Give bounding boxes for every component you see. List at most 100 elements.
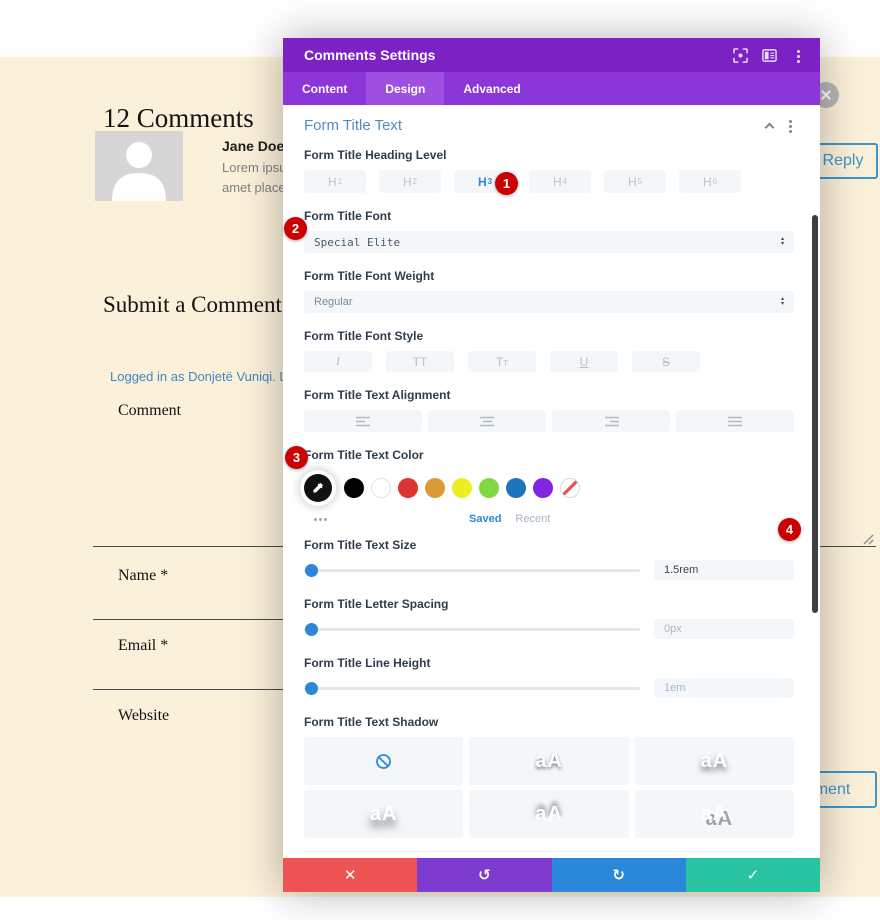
comment-text: Lorem ipsum dolor sit amet placerat rhon… — [222, 160, 351, 195]
font-select[interactable]: Special Elite ▴ ▾ — [304, 231, 794, 253]
line-height-label: Form Title Line Height — [304, 656, 431, 670]
alignment-group: Form Title Text Alignment — [304, 388, 794, 432]
text-size-label: Form Title Text Size — [304, 538, 417, 552]
font-weight-group: Form Title Font Weight Regular ▴ ▾ — [304, 269, 794, 313]
align-justify-button[interactable] — [676, 410, 794, 432]
line-height-slider[interactable] — [304, 681, 640, 695]
panel-layout-icon[interactable] — [761, 47, 777, 63]
text-shadow-group: Form Title Text Shadow aA aA aA aA aA — [304, 715, 794, 838]
modal-scrollbar[interactable] — [812, 215, 818, 613]
eyedropper-button[interactable] — [304, 474, 332, 502]
align-left-icon — [355, 416, 370, 426]
shadow-preset-4-button[interactable]: aA — [469, 790, 629, 838]
align-left-button[interactable] — [304, 410, 422, 432]
section-header-form-title-text[interactable]: Form Title Text — [304, 117, 794, 134]
tab-design[interactable]: Design — [366, 72, 445, 105]
text-size-slider[interactable] — [304, 563, 640, 577]
color-swatch-none[interactable] — [560, 478, 580, 498]
letter-spacing-input[interactable] — [654, 619, 794, 639]
save-button[interactable]: ✓ — [685, 858, 820, 892]
color-swatch-purple[interactable] — [533, 478, 553, 498]
modal-action-bar: ✕ ↺ ↻ ✓ — [283, 858, 820, 892]
color-swatch-white[interactable] — [371, 478, 391, 498]
comment-author: Jane Doe — [222, 138, 285, 154]
redo-button[interactable]: ↻ — [551, 858, 686, 892]
select-arrows-icon: ▴ ▾ — [780, 296, 784, 307]
font-style-group: Form Title Font Style I TT Tt U S — [304, 329, 794, 372]
meta-text-section-toggle[interactable]: Meta Text — [304, 851, 794, 858]
undo-button[interactable]: ↺ — [417, 858, 552, 892]
heading-level-label: Form Title Heading Level — [304, 148, 447, 162]
saved-colors-tab[interactable]: Saved — [469, 513, 502, 525]
font-weight-value: Regular — [314, 296, 353, 308]
modal-tab-bar: Content Design Advanced — [283, 72, 820, 105]
slider-thumb[interactable] — [305, 681, 318, 695]
discard-button[interactable]: ✕ — [283, 858, 418, 892]
shadow-none-button[interactable] — [304, 737, 464, 785]
comments-count-heading: 12 Comments — [103, 103, 254, 133]
tab-advanced[interactable]: Advanced — [463, 81, 521, 96]
line-height-input[interactable] — [654, 678, 794, 698]
color-swatch-row — [304, 470, 794, 506]
text-shadow-label: Form Title Text Shadow — [304, 715, 439, 729]
letter-spacing-group: Form Title Letter Spacing — [304, 597, 794, 639]
modal-header[interactable]: Comments Settings — [283, 38, 820, 72]
alignment-label: Form Title Text Alignment — [304, 388, 451, 402]
line-height-group: Form Title Line Height — [304, 656, 794, 698]
annotation-badge-3: 3 — [285, 446, 308, 469]
section-menu-icon[interactable] — [789, 120, 792, 123]
select-arrows-icon: ▴ ▾ — [780, 236, 784, 247]
textarea-resize-handle[interactable] — [860, 532, 874, 550]
name-field-label: Name * — [118, 567, 169, 584]
chevron-up-icon[interactable] — [764, 122, 775, 133]
alignment-options — [304, 410, 794, 432]
shadow-preset-2-button[interactable]: aA — [634, 737, 794, 785]
font-weight-select[interactable]: Regular ▴ ▾ — [304, 291, 794, 313]
modal-menu-icon[interactable] — [790, 47, 806, 63]
slider-thumb[interactable] — [305, 622, 318, 636]
color-swatch-black[interactable] — [344, 478, 364, 498]
preview-toggle-icon[interactable] — [732, 47, 748, 63]
color-swatch-blue[interactable] — [506, 478, 526, 498]
color-swatch-red[interactable] — [398, 478, 418, 498]
letter-spacing-slider[interactable] — [304, 622, 640, 636]
align-right-button[interactable] — [552, 410, 670, 432]
font-select-value: Special Elite — [314, 235, 401, 249]
color-swatch-yellow[interactable] — [452, 478, 472, 498]
small-caps-button[interactable]: Tt — [468, 351, 536, 372]
color-swatch-green[interactable] — [479, 478, 499, 498]
logged-in-link[interactable]: Logged in as Donjetë Vuniqi. Log out? — [110, 369, 330, 384]
text-color-group: Form Title Text Color — [304, 448, 794, 525]
color-options-menu-icon[interactable] — [314, 517, 317, 521]
uppercase-button[interactable]: TT — [386, 351, 454, 372]
font-label: Form Title Font — [304, 209, 392, 223]
underline-button[interactable]: U — [550, 351, 618, 372]
recent-colors-tab[interactable]: Recent — [515, 513, 551, 525]
comments-settings-modal: Comments Settings Content Design — [283, 38, 820, 892]
italic-button[interactable]: I — [304, 351, 372, 372]
color-swatch-orange[interactable] — [425, 478, 445, 498]
text-size-input[interactable] — [654, 560, 794, 580]
text-shadow-options: aA aA aA aA aA — [304, 737, 794, 838]
align-center-button[interactable] — [428, 410, 546, 432]
annotation-badge-4: 4 — [778, 518, 801, 541]
font-style-options: I TT Tt U S — [304, 351, 794, 372]
font-weight-label: Form Title Font Weight — [304, 269, 435, 283]
none-icon — [376, 753, 392, 769]
shadow-preset-1-button[interactable]: aA — [469, 737, 629, 785]
section-title: Form Title Text — [304, 117, 403, 134]
comment-field-label: Comment — [118, 402, 182, 419]
shadow-preset-3-button[interactable]: aA — [304, 790, 464, 838]
modal-content: Form Title Text Form Title Heading Level… — [283, 105, 820, 858]
tab-content[interactable]: Content — [302, 81, 348, 96]
slider-thumb[interactable] — [305, 563, 318, 577]
strikethrough-button[interactable]: S — [632, 351, 700, 372]
shadow-preset-5-button[interactable]: aA — [634, 790, 794, 838]
